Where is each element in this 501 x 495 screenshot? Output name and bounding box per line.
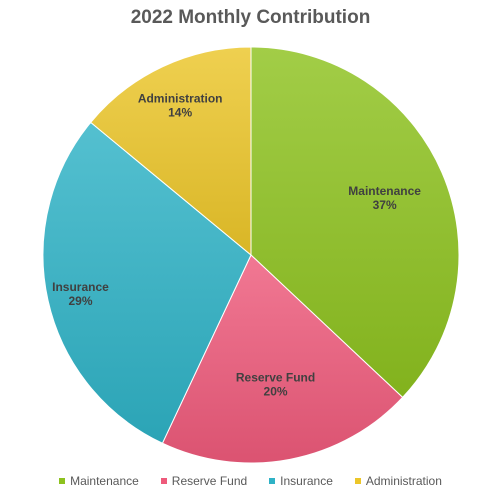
pie-slice-maintenance (250, 46, 460, 399)
chart-title: 2022 Monthly Contribution (130, 7, 371, 28)
legend-item-reserve-fund: Reserve Fund (160, 474, 248, 488)
pie-slice-reserve-fund (161, 254, 404, 464)
legend-label: Insurance (280, 474, 333, 488)
legend-swatch (354, 478, 361, 484)
pie-slice-administration (90, 46, 252, 257)
legend-label: Maintenance (70, 474, 139, 488)
legend-item-insurance: Insurance (269, 474, 333, 488)
slice-percent-reserve-fund: 20% (264, 385, 288, 399)
legend-swatch (160, 478, 167, 484)
chart-legend: Maintenance Reserve Fund Insurance Administ… (0, 474, 501, 488)
legend-item-administration: Administration (354, 474, 442, 488)
legend-label: Reserve Fund (171, 474, 248, 488)
legend-label: Administration (365, 474, 442, 488)
slice-label-reserve-fund: Reserve Fund (236, 371, 315, 385)
legend-swatch (269, 478, 276, 484)
legend-swatch (59, 478, 66, 484)
slice-percent-maintenance: 37% (373, 198, 397, 212)
legend-item-maintenance: Maintenance (59, 474, 139, 488)
pie-slices (42, 46, 460, 464)
slice-label-maintenance: Maintenance (348, 184, 421, 198)
slice-label-insurance: Insurance (52, 280, 109, 294)
slice-percent-insurance: 29% (68, 294, 92, 308)
slice-label-administration: Administration (138, 91, 223, 105)
pie-slice-insurance (42, 121, 252, 444)
slice-percent-administration: 14% (168, 105, 192, 119)
